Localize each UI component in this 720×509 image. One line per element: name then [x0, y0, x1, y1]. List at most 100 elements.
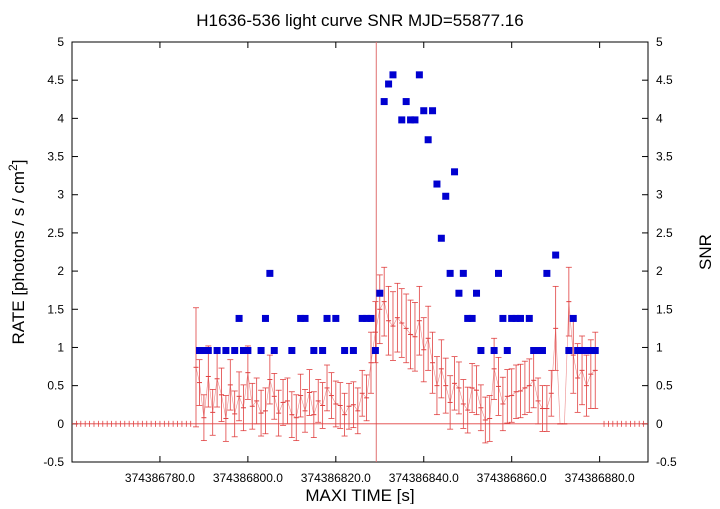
y-axis-label-main: RATE [photons / s / cm	[9, 171, 28, 345]
rate-connector	[265, 379, 271, 411]
snr-point	[433, 180, 441, 188]
x-tick-label: 374386880.0	[565, 471, 635, 485]
snr-point	[288, 347, 296, 355]
rate-connector	[427, 338, 433, 363]
rate-connector	[273, 396, 279, 414]
snr-point	[398, 116, 406, 124]
y-tick-label-right: 2	[656, 264, 663, 278]
y-tick-label-right: 3.5	[656, 150, 673, 164]
rate-connector	[423, 338, 429, 350]
snr-point	[411, 116, 419, 124]
x-axis-label: MAXI TIME [s]	[305, 486, 414, 504]
rate-connector	[445, 385, 451, 403]
snr-point	[543, 269, 551, 277]
rate-connector	[524, 385, 530, 389]
rate-connector	[432, 362, 438, 386]
snr-point	[402, 98, 410, 106]
rate-connector	[291, 414, 297, 418]
rate-connector	[269, 379, 275, 397]
rate-connector	[405, 328, 411, 335]
y-tick-label-left: 2	[57, 264, 64, 278]
snr-point	[239, 347, 247, 355]
rate-connector	[520, 387, 526, 392]
rate-connector	[581, 370, 587, 386]
rate-connector	[568, 301, 574, 356]
rate-connector	[339, 405, 345, 415]
rate-connector	[216, 378, 222, 395]
rate-connector	[401, 322, 407, 329]
rate-connector	[397, 317, 403, 324]
snr-point	[442, 192, 450, 200]
rate-connector	[388, 320, 394, 327]
snr-point	[363, 314, 371, 322]
snr-point	[323, 314, 331, 322]
x-tick-label: 374386780.0	[125, 471, 195, 485]
rate-connector	[361, 393, 367, 399]
snr-point	[200, 347, 208, 355]
snr-point	[499, 314, 507, 322]
rate-connector	[256, 400, 262, 414]
rate-connector	[502, 396, 508, 405]
snr-point	[512, 314, 520, 322]
rate-connector	[318, 400, 323, 406]
snr-point	[213, 347, 221, 355]
snr-point	[261, 314, 269, 322]
y-tick-label-right: 5	[656, 35, 663, 49]
rate-connector	[516, 390, 521, 393]
x-tick-label: 374386820.0	[301, 471, 371, 485]
snr-point	[297, 314, 305, 322]
rate-connector	[243, 372, 249, 408]
y-tick-label-left: 0	[57, 417, 64, 431]
snr-point	[310, 347, 318, 355]
rate-connector	[309, 392, 315, 415]
rate-connector	[326, 387, 332, 396]
snr-point	[495, 269, 503, 277]
snr-point	[367, 314, 375, 322]
snr-point	[371, 347, 379, 355]
rate-connector	[344, 406, 350, 415]
snr-point	[503, 347, 511, 355]
rate-connector	[586, 374, 592, 386]
y-tick-label-left: 5	[57, 35, 64, 49]
rate-connector	[260, 410, 266, 414]
chart-title: H1636-536 light curve SNR MJD=55877.16	[196, 11, 523, 30]
snr-point	[349, 347, 357, 355]
rate-connector	[229, 384, 235, 414]
snr-point	[420, 107, 428, 115]
rate-connector	[247, 372, 253, 407]
rate-connector	[295, 395, 301, 418]
snr-point	[319, 347, 327, 355]
x-tick-label: 374386800.0	[213, 471, 283, 485]
rate-connector	[199, 382, 205, 418]
snr-point	[490, 347, 498, 355]
snr-point	[196, 347, 204, 355]
rate-connector	[348, 404, 354, 407]
rate-connector	[234, 396, 240, 414]
rate-connector	[537, 400, 543, 409]
rate-connector	[454, 383, 460, 389]
rate-connector	[203, 376, 209, 418]
y-tick-label-left: -0.5	[43, 455, 64, 469]
y-tick-label-right: 0.5	[656, 379, 673, 393]
snr-point	[530, 347, 538, 355]
rate-connector	[533, 380, 539, 401]
rate-connector	[313, 400, 319, 415]
y-tick-label-right: 0	[656, 417, 663, 431]
snr-point	[534, 347, 542, 355]
rate-connector	[353, 404, 359, 412]
rate-connector	[300, 395, 306, 411]
rate-connector	[476, 390, 482, 408]
y-tick-label-right: 1	[656, 340, 663, 354]
snr-point	[565, 347, 573, 355]
rate-connector	[498, 386, 504, 405]
snr-point	[446, 269, 454, 277]
rate-connector	[529, 380, 534, 386]
snr-point	[468, 314, 476, 322]
snr-point	[552, 251, 560, 259]
rate-connector	[383, 301, 389, 321]
rate-connector	[221, 394, 227, 419]
rate-connector	[493, 368, 499, 387]
y2-axis-label: SNR	[696, 234, 715, 270]
